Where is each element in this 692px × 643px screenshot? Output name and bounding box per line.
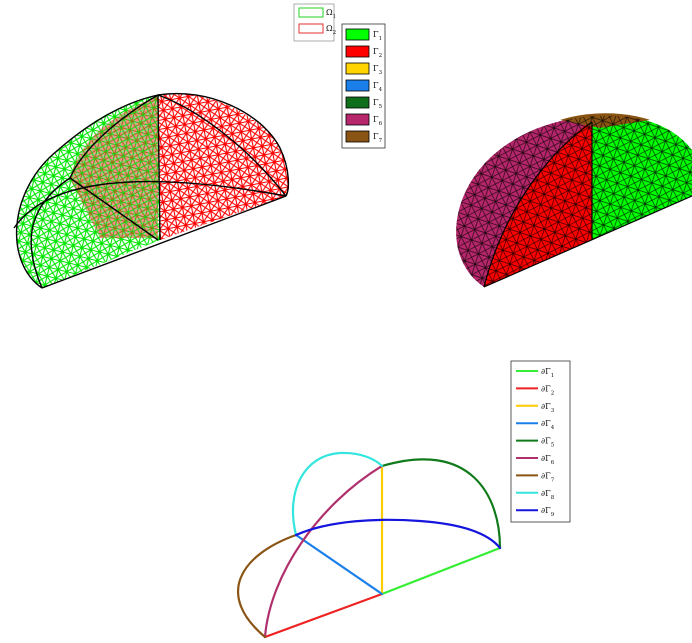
curve-dgamma6 [263, 464, 384, 639]
legend-label: Γ5 [373, 98, 383, 110]
boundary-faces-panel [456, 113, 692, 288]
legend-label: ∂Γ9 [541, 506, 555, 518]
legend-label: Γ3 [373, 64, 383, 76]
curve-dgamma9 [294, 518, 502, 550]
legend-label: Ω2 [326, 24, 336, 36]
legend-label: ∂Γ4 [541, 419, 555, 431]
legend-label: Γ6 [373, 115, 383, 127]
legend-swatch [345, 79, 370, 92]
omega2-region [158, 93, 290, 241]
legend-label: Γ4 [373, 81, 383, 93]
legend-label: ∂Γ1 [541, 367, 554, 379]
legend-label: ∂Γ7 [541, 471, 555, 483]
curve-dgamma4 [294, 533, 384, 596]
partitioned-mesh-panel [13, 92, 290, 289]
legend-label: ∂Γ3 [541, 402, 555, 414]
curve-dgamma5 [380, 458, 502, 550]
legend-label: Γ1 [373, 30, 382, 42]
legend-swatch [298, 23, 324, 34]
boundary-curves-panel [237, 451, 502, 639]
curve-dgamma7 [237, 533, 298, 639]
legend-label: ∂Γ6 [541, 454, 555, 466]
legend-label: ∂Γ8 [541, 489, 555, 501]
legend-label: Ω1 [326, 8, 336, 20]
overlap-region [70, 96, 158, 238]
face-outline [483, 121, 692, 288]
curve-dgamma1 [380, 546, 502, 596]
legend-gamma: Γ1 Γ2 Γ3 Γ4 Γ5 Γ6 Γ7 [341, 23, 386, 149]
legend-swatch [345, 28, 370, 41]
legend-swatch [298, 7, 324, 18]
curve-dgamma2 [263, 592, 384, 639]
legend-label: ∂Γ2 [541, 384, 554, 396]
legend-dgamma: ∂Γ1 ∂Γ2 ∂Γ3 ∂Γ4 ∂Γ5 ∂Γ6 ∂Γ7 ∂Γ8 ∂Γ9 [510, 360, 571, 523]
legend-label: Γ2 [373, 47, 382, 59]
legend-label: ∂Γ5 [541, 437, 555, 449]
mesh-edges [13, 92, 290, 289]
face-triangulation [456, 115, 692, 287]
legend-swatch [345, 113, 370, 126]
curve-dgamma8 [291, 451, 384, 537]
legend-swatch [345, 96, 370, 109]
legend-swatch [345, 130, 370, 143]
legend-label: Γ7 [373, 132, 383, 144]
legend-swatch [345, 62, 370, 75]
legend-swatch [345, 45, 370, 58]
